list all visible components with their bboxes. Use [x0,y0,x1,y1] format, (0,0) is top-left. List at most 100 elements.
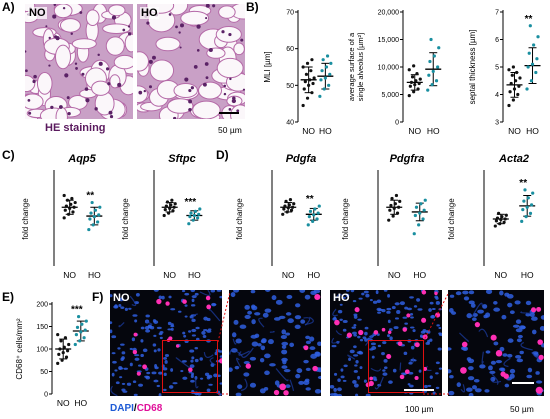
dapi-nucleus [110,294,113,298]
dapi-nucleus [152,343,157,347]
data-point [82,336,86,340]
data-point [321,58,325,62]
data-point [415,72,419,76]
data-point [434,79,439,83]
alveolus [105,36,125,56]
data-point [165,200,170,204]
data-point [526,196,530,200]
dapi-nucleus [199,377,204,380]
dapi-nucleus [163,372,167,377]
data-point [407,94,411,98]
cd68-cell [495,350,503,357]
dapi-nucleus [468,290,475,295]
y-axis-label: fold change [447,198,456,240]
cd68-cell [303,345,309,351]
cd68-cell [530,307,537,313]
nucleus [202,82,207,87]
data-point [417,223,421,227]
dapi-nucleus [413,305,418,308]
nucleus [81,72,85,76]
dapi-nucleus [138,383,144,387]
dapi-nucleus [285,384,291,388]
nucleus [94,107,98,111]
dapi-nucleus [134,357,140,361]
dapi-nucleus [184,304,188,307]
dapi-nucleus [244,314,251,319]
data-point [173,202,177,206]
dapi-nucleus [114,304,118,308]
dapi-nucleus [429,375,433,379]
dapi-nucleus [269,363,276,367]
data-point [534,70,538,75]
dapi-nucleus [249,356,257,361]
dapi-nucleus [499,367,505,372]
dapi-nucleus [474,388,482,393]
significance-marker: ** [306,194,314,205]
dapi-nucleus [406,307,412,311]
dapi-nucleus [264,353,271,359]
alveolus [149,59,175,82]
data-point [84,319,88,323]
dapi-nucleus [420,330,426,334]
mli-chart: 40 50 60 70 MLI [µm] NO HO [263,10,334,136]
dapi-nucleus [234,365,240,370]
tissue-strand [331,337,340,344]
dapi-nucleus [410,345,415,350]
data-point [307,215,311,219]
nucleus [97,53,100,57]
dapi-nucleus [515,328,523,333]
dapi-nucleus [387,334,391,338]
panel-label-d: D) [216,148,229,162]
data-point [305,96,310,100]
alveolus [25,93,44,110]
dapi-nucleus [370,342,376,346]
tissue-strand [192,313,198,320]
fluor-main-scale-text: 100 µm [405,404,434,414]
data-point [90,200,94,205]
cd68-cell [136,371,141,376]
y-tick-label: 6 [495,37,499,44]
data-point [498,222,502,226]
data-point [69,202,73,206]
cd68-cell [434,291,438,296]
cd68-cell [373,330,379,335]
dapi-nucleus [285,332,291,336]
dapi-nucleus [134,354,140,357]
data-point [387,218,391,222]
dapi-nucleus [514,300,521,305]
acta2-chart: Acta2 fold change NO HO ** [447,153,536,280]
he-ho-label: HO [140,7,159,19]
data-point [520,219,524,223]
nucleus [229,77,232,81]
dapi-nucleus [142,348,148,353]
data-point [516,92,520,97]
y-axis-label: CD68⁺ cells/mm² [15,318,24,379]
aqp5-chart: Aqp5 fold change NO HO ** [21,153,103,280]
nucleus [62,6,66,10]
dapi-nucleus [233,319,239,325]
cd68-cell [460,367,467,374]
panel-label-e: E) [2,290,14,304]
dapi-nucleus [237,384,243,389]
dapi-nucleus [287,318,294,324]
dapi-nucleus [123,367,129,370]
nucleus [148,85,153,89]
data-point [389,203,393,208]
pdgfra-chart: Pdgfra fold change NO HO [341,153,428,280]
data-point [289,208,294,212]
dapi-nucleus [304,378,310,383]
alveolus [155,36,181,52]
dapi-nucleus [472,317,477,321]
dapi-nucleus [305,367,311,371]
dapi-nucleus [435,301,441,305]
dapi-nucleus [167,328,172,331]
dapi-nucleus [358,297,363,300]
dapi-nucleus [145,329,151,333]
data-point [75,325,80,329]
dapi-nucleus [182,376,188,380]
x-tick-label: NO [408,126,421,136]
data-point [427,73,431,77]
data-point [302,87,306,91]
dapi-nucleus [490,360,496,365]
data-point [530,203,534,207]
